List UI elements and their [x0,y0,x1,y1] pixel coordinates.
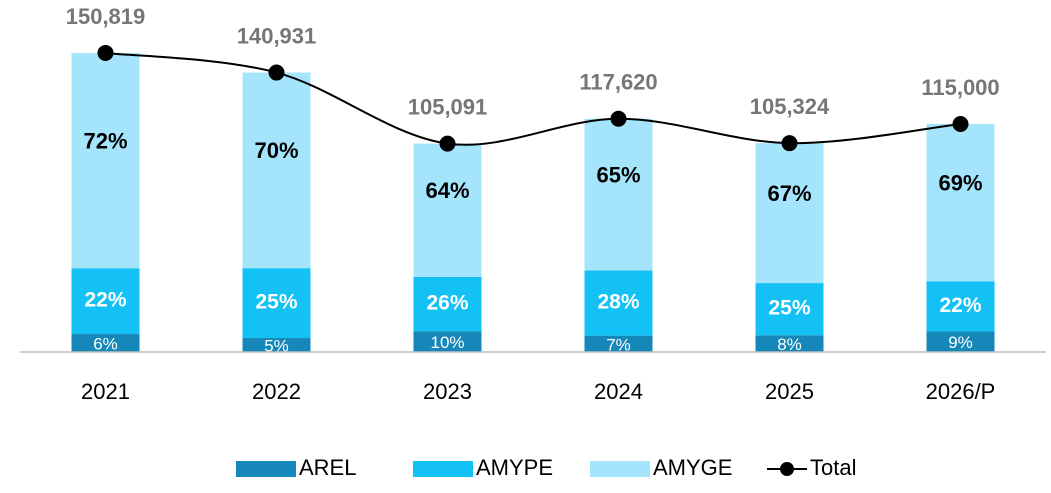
total-point [781,135,798,152]
legend-swatch [236,461,296,477]
segment-label: 69% [938,170,982,195]
segment-label: 25% [255,291,297,314]
segment-label: 72% [83,128,127,153]
legend-marker [780,462,794,476]
legend-swatch [590,461,650,477]
total-label: 150,819 [66,4,146,29]
bar-segment [71,334,140,352]
x-tick-label: 2024 [594,379,643,404]
x-tick-label: 2021 [81,379,130,404]
bar-segment [242,338,311,352]
total-line [105,51,961,146]
total-label: 115,000 [921,75,999,100]
bar-segment [413,143,482,277]
legend-label: AMYGE [653,455,732,480]
bar-segment [413,331,482,352]
bar-segment [71,52,140,269]
segment-label: 26% [426,292,468,315]
segment-label: 65% [596,162,640,187]
bar-segment [926,331,995,352]
segment-label: 25% [768,297,810,320]
bar-segment [755,283,824,336]
bar-segment [584,335,653,352]
total-point [439,135,456,152]
total-label: 105,091 [408,94,488,119]
segment-label: 6% [93,335,118,354]
legend-label: AREL [299,455,356,480]
segment-label: 10% [430,333,464,352]
segment-label: 9% [948,333,973,352]
legend-label: Total [810,455,856,480]
segment-label: 5% [264,336,289,355]
segment-label: 28% [597,291,639,314]
x-tick-label: 2026/P [926,379,996,404]
x-tick-label: 2022 [252,379,301,404]
segment-label: 22% [84,289,126,312]
bar-segment [242,268,311,339]
bar-segment [71,268,140,335]
legend-label: AMYPE [476,455,553,480]
bar-segment [413,276,482,332]
x-tick-label: 2023 [423,379,472,404]
total-point [952,115,969,132]
segment-label: 67% [767,181,811,206]
bar-segment [584,270,653,336]
total-point [610,110,627,127]
bar-segment [242,72,311,269]
total-label: 105,324 [750,94,830,119]
segment-label: 8% [777,335,802,354]
total-point [268,64,285,81]
total-label: 140,931 [237,23,317,48]
segment-label: 7% [606,335,631,354]
total-point [97,44,114,61]
legend-swatch [413,461,473,477]
bar-segment [755,143,824,284]
segment-label: 70% [254,138,298,163]
total-label: 117,620 [579,70,657,95]
segment-label: 64% [425,178,469,203]
bar-segment [584,118,653,271]
bar-segment [926,281,995,332]
segment-label: 22% [939,294,981,317]
bar-segment [926,123,995,282]
x-tick-label: 2025 [765,379,814,404]
bar-segment [755,335,824,352]
